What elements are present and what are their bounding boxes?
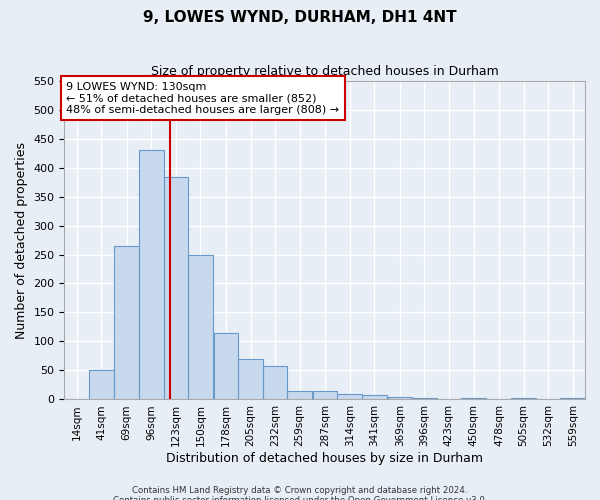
Text: Contains HM Land Registry data © Crown copyright and database right 2024.: Contains HM Land Registry data © Crown c… xyxy=(132,486,468,495)
Text: 9, LOWES WYND, DURHAM, DH1 4NT: 9, LOWES WYND, DURHAM, DH1 4NT xyxy=(143,10,457,25)
X-axis label: Distribution of detached houses by size in Durham: Distribution of detached houses by size … xyxy=(166,452,483,465)
Text: 9 LOWES WYND: 130sqm
← 51% of detached houses are smaller (852)
48% of semi-deta: 9 LOWES WYND: 130sqm ← 51% of detached h… xyxy=(66,82,340,115)
Y-axis label: Number of detached properties: Number of detached properties xyxy=(15,142,28,338)
Text: Contains public sector information licensed under the Open Government Licence v3: Contains public sector information licen… xyxy=(113,496,487,500)
Title: Size of property relative to detached houses in Durham: Size of property relative to detached ho… xyxy=(151,65,499,78)
